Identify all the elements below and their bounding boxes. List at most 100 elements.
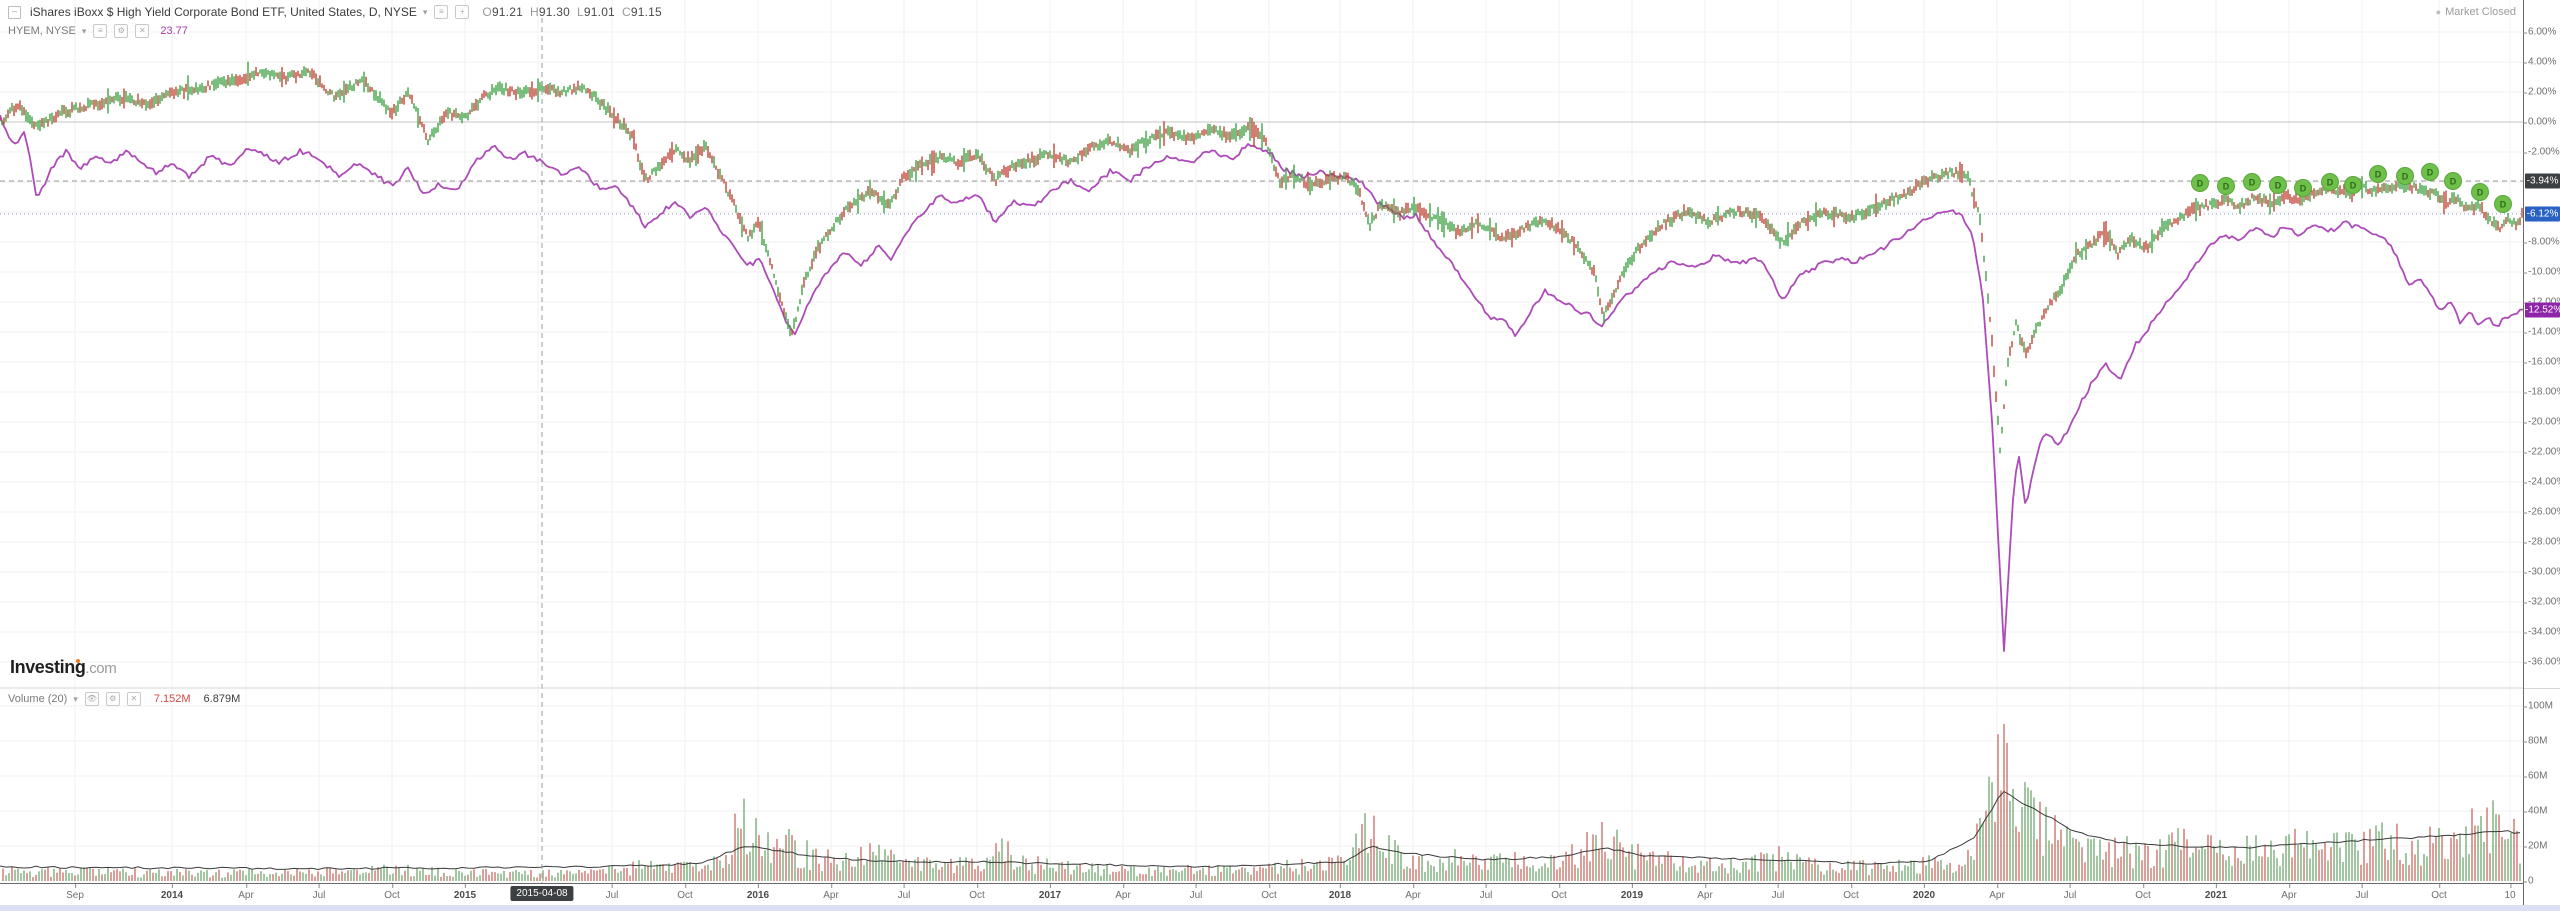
collapse-pane-icon[interactable]: – xyxy=(8,5,21,19)
chevron-down-icon[interactable]: ▾ xyxy=(422,6,428,17)
hyem-last-value: 23.77 xyxy=(160,25,188,37)
x-axis-label: Apr xyxy=(1697,884,1713,901)
pane-separator xyxy=(2524,688,2560,689)
volume-legend: Volume (20) ▾ 7.152M 6.879M xyxy=(8,692,240,706)
y-axis-label: -16.00% xyxy=(2522,357,2560,368)
x-axis-label: Apr xyxy=(1405,884,1421,901)
y-axis-label: 80M xyxy=(2522,735,2548,747)
x-axis-label: Jul xyxy=(1771,884,1785,901)
x-axis-label: Oct xyxy=(384,884,400,901)
x-axis-label: Jul xyxy=(1189,884,1203,901)
crosshair-date-badge: 2015-04-08 xyxy=(510,886,574,901)
y-axis-label: -26.00% xyxy=(2522,507,2560,518)
x-axis-label: Jul xyxy=(312,884,326,901)
y-axis-label: -18.00% xyxy=(2522,387,2560,398)
dividend-marker[interactable] xyxy=(2217,177,2235,195)
bottom-time-scale[interactable]: 2015-04-08 Sep 2014 Apr Jul Oct 2015 Jul Oct 201… xyxy=(0,883,2523,906)
x-axis-label: Jul xyxy=(2063,884,2077,901)
x-axis-label: 2020 xyxy=(1912,884,1936,901)
y-axis-label: 0.00% xyxy=(2522,116,2557,128)
symbol-title[interactable]: iShares iBoxx $ High Yield Corporate Bon… xyxy=(30,5,417,19)
volume-indicator-label[interactable]: Volume (20) xyxy=(8,693,68,705)
x-axis-label: 2014 xyxy=(160,884,184,901)
x-axis-label: 2016 xyxy=(746,884,770,901)
x-axis-label: Oct xyxy=(1261,884,1277,901)
hyem-last-price-badge: -12.52% xyxy=(2525,302,2560,318)
volume-current-value: 7.152M xyxy=(153,693,191,705)
dividend-marker-label: D xyxy=(2500,200,2507,210)
y-axis-label: 6.00% xyxy=(2522,26,2557,38)
y-axis-label: -28.00% xyxy=(2522,537,2560,548)
dividend-marker-label: D xyxy=(2477,188,2484,198)
style-icon[interactable] xyxy=(93,24,108,38)
x-axis-label: Jul xyxy=(2355,884,2369,901)
market-status: ● Market Closed xyxy=(2435,6,2516,18)
crosshair-price-badge: -3.94% xyxy=(2525,173,2560,189)
y-axis-label: -14.00% xyxy=(2522,327,2560,338)
eye-icon[interactable] xyxy=(84,692,99,706)
x-axis-label: Oct xyxy=(677,884,693,901)
x-axis-label: Oct xyxy=(969,884,985,901)
dividend-marker[interactable] xyxy=(2369,165,2387,183)
dividend-marker-label: D xyxy=(2300,184,2307,194)
dividend-marker[interactable] xyxy=(2321,173,2339,191)
bottom-scrollbar[interactable] xyxy=(0,905,2560,911)
settings-icon[interactable] xyxy=(114,24,129,38)
chevron-down-icon[interactable]: ▾ xyxy=(73,693,78,704)
x-axis-label: Oct xyxy=(1843,884,1859,901)
y-axis-label: -12.00% xyxy=(2522,297,2560,308)
hyem-symbol-label[interactable]: HYEM, NYSE xyxy=(8,25,76,37)
dividend-marker[interactable] xyxy=(2494,195,2512,213)
investing-logo: Investing.com xyxy=(10,657,117,677)
dividend-marker[interactable] xyxy=(2396,167,2414,185)
x-axis-label: Apr xyxy=(823,884,839,901)
x-axis-label: 2017 xyxy=(1038,884,1062,901)
dividend-marker-label: D xyxy=(2375,170,2382,180)
x-axis-label: Sep xyxy=(66,884,84,901)
chevron-down-icon[interactable]: ▾ xyxy=(81,25,87,36)
close-icon[interactable] xyxy=(135,24,150,38)
dividend-marker-label: D xyxy=(2402,172,2409,182)
x-axis-label: Apr xyxy=(2281,884,2297,901)
dividend-marker-label: D xyxy=(2327,178,2334,188)
y-axis-label: 2.00% xyxy=(2522,86,2557,98)
settings-icon[interactable] xyxy=(105,692,120,706)
y-axis-label: -22.00% xyxy=(2522,447,2560,458)
y-axis-label: 4.00% xyxy=(2522,56,2557,68)
dividend-marker[interactable] xyxy=(2444,172,2462,190)
y-axis-label: 20M xyxy=(2522,840,2548,852)
x-axis-label: 2015 xyxy=(453,884,477,901)
y-axis-label: -36.00% xyxy=(2522,657,2560,668)
dividend-marker-label: D xyxy=(2275,181,2282,191)
y-axis-label: -8.00% xyxy=(2523,236,2560,248)
dividend-marker[interactable] xyxy=(2269,176,2287,194)
dividend-marker[interactable] xyxy=(2243,173,2261,191)
ohlc-values: O91.21 H91.30 L91.01 C91.15 xyxy=(482,5,662,19)
dividend-marker-label: D xyxy=(2350,181,2357,191)
x-axis-label: 2021 xyxy=(2204,884,2228,901)
logo-orange-dot-icon xyxy=(76,659,80,663)
status-dot-icon: ● xyxy=(2435,7,2442,17)
x-axis-label: 10 xyxy=(2504,884,2516,901)
dividend-marker-label: D xyxy=(2223,182,2230,192)
x-axis-label: Jul xyxy=(1479,884,1493,901)
compare-icon[interactable] xyxy=(455,5,470,19)
y-axis-label: 60M xyxy=(2522,770,2548,782)
chart-style-icon[interactable] xyxy=(434,5,449,19)
dividend-marker[interactable] xyxy=(2191,174,2209,192)
right-price-scale[interactable]: -3.94% -6.12% -12.52% 6.00% 4.00% 2.00% 0.0… xyxy=(2522,0,2560,911)
dividend-marker[interactable] xyxy=(2421,163,2439,181)
dividend-marker[interactable] xyxy=(2344,176,2362,194)
volume-ma-value: 6.879M xyxy=(203,693,241,705)
y-axis-label: -24.00% xyxy=(2522,477,2560,488)
close-icon[interactable] xyxy=(126,692,141,706)
x-axis-label: Oct xyxy=(1551,884,1567,901)
y-axis-label: -2.00% xyxy=(2523,146,2560,158)
x-axis-label: Apr xyxy=(238,884,254,901)
hyem-symbol-legend: HYEM, NYSE ▾ 23.77 xyxy=(8,24,188,38)
x-axis-label: Oct xyxy=(2135,884,2151,901)
dividend-marker[interactable] xyxy=(2471,183,2489,201)
dividend-marker[interactable] xyxy=(2294,179,2312,197)
